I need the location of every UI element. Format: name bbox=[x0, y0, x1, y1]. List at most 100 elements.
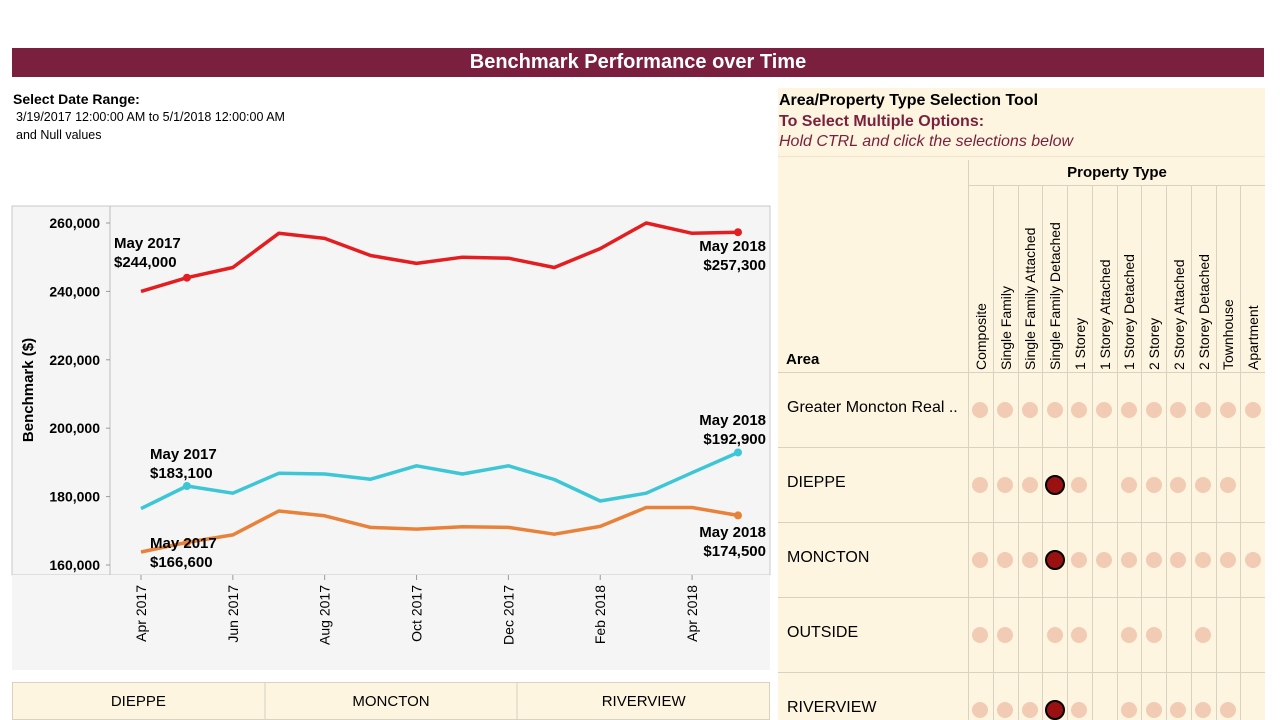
grid-row-divider bbox=[778, 372, 1265, 373]
selection-dot[interactable] bbox=[1170, 476, 1187, 493]
x-tick-label: Jun 2017 bbox=[225, 585, 241, 643]
selection-dot[interactable] bbox=[1071, 626, 1088, 643]
selection-dot[interactable] bbox=[1071, 401, 1088, 418]
selection-dot-selected[interactable] bbox=[1044, 699, 1065, 720]
selection-dot[interactable] bbox=[1195, 401, 1212, 418]
selection-dot[interactable] bbox=[1071, 551, 1088, 568]
selection-dot[interactable] bbox=[1021, 701, 1038, 718]
selection-dot[interactable] bbox=[1071, 476, 1088, 493]
annotated-point bbox=[734, 511, 742, 520]
selection-dot[interactable] bbox=[1170, 401, 1187, 418]
property-type-column-label: Single Family bbox=[997, 285, 1014, 370]
selection-dot[interactable] bbox=[972, 401, 989, 418]
selection-dot[interactable] bbox=[997, 626, 1014, 643]
x-tick-label: Oct 2017 bbox=[409, 585, 425, 642]
selection-dot[interactable] bbox=[1096, 551, 1113, 568]
property-type-column-header[interactable]: 1 Storey bbox=[1067, 186, 1092, 372]
y-tick-label: 240,000 bbox=[49, 283, 100, 299]
data-label-date: May 2017 bbox=[150, 446, 217, 463]
grid-column-divider bbox=[1017, 372, 1019, 720]
selection-dot[interactable] bbox=[1021, 401, 1038, 418]
selection-dot[interactable] bbox=[1021, 476, 1038, 493]
property-type-column-label: Composite bbox=[972, 303, 989, 370]
selection-dot[interactable] bbox=[1219, 476, 1236, 493]
selection-dot[interactable] bbox=[997, 701, 1014, 718]
property-type-column-header[interactable]: Composite bbox=[968, 186, 993, 372]
grid-row-divider bbox=[778, 597, 1265, 598]
chart-frame bbox=[11, 205, 771, 576]
selection-dot[interactable] bbox=[1170, 551, 1187, 568]
property-type-column-header[interactable]: 2 Storey Detached bbox=[1190, 186, 1216, 372]
selection-dot[interactable] bbox=[1120, 551, 1137, 568]
selection-dot[interactable] bbox=[1120, 626, 1137, 643]
selection-dot[interactable] bbox=[1195, 626, 1212, 643]
selection-dot[interactable] bbox=[997, 476, 1014, 493]
legend-item-riverview[interactable]: RIVERVIEW bbox=[601, 692, 686, 710]
selection-dot[interactable] bbox=[1071, 701, 1088, 718]
selection-dot[interactable] bbox=[1244, 401, 1261, 418]
area-row-label[interactable]: RIVERVIEW bbox=[787, 699, 877, 716]
property-type-column-header[interactable]: Single Family bbox=[992, 186, 1018, 372]
date-range-value[interactable]: 3/19/2017 12:00:00 AM to 5/1/2018 12:00:… bbox=[16, 110, 285, 124]
data-label-value: $244,000 bbox=[114, 254, 177, 271]
property-type-column-header[interactable]: Apartment bbox=[1240, 186, 1265, 372]
selection-dot[interactable] bbox=[1145, 626, 1162, 643]
grid-column-divider bbox=[1166, 372, 1167, 720]
selection-dot[interactable] bbox=[1120, 701, 1137, 718]
selection-dot[interactable] bbox=[1145, 476, 1162, 493]
selection-dot[interactable] bbox=[1195, 476, 1212, 493]
property-type-header: Property Type bbox=[968, 160, 1265, 186]
selection-dot[interactable] bbox=[1120, 401, 1137, 418]
selection-dot[interactable] bbox=[1021, 551, 1038, 568]
selection-dot[interactable] bbox=[972, 626, 989, 643]
selection-tool-hint: Hold CTRL and click the selections below bbox=[779, 133, 1074, 150]
selection-dot[interactable] bbox=[1046, 626, 1063, 643]
area-row-label[interactable]: DIEPPE bbox=[787, 474, 846, 491]
selection-dot[interactable] bbox=[1219, 551, 1236, 568]
selection-dot[interactable] bbox=[972, 701, 989, 718]
grid-column-divider bbox=[992, 372, 994, 720]
selection-dot[interactable] bbox=[972, 476, 989, 493]
selection-dot[interactable] bbox=[1219, 401, 1236, 418]
selection-dot-selected[interactable] bbox=[1044, 474, 1065, 495]
selection-dot[interactable] bbox=[1170, 701, 1187, 718]
annotated-point bbox=[734, 448, 742, 457]
selection-dot[interactable] bbox=[1219, 701, 1236, 718]
property-type-column-header[interactable]: 2 Storey Attached bbox=[1166, 186, 1191, 372]
selection-dot[interactable] bbox=[972, 551, 989, 568]
legend-item-moncton[interactable]: MONCTON bbox=[266, 683, 519, 719]
selection-dot-selected[interactable] bbox=[1044, 549, 1065, 570]
data-label-date: May 2018 bbox=[699, 524, 766, 541]
selection-dot[interactable] bbox=[1046, 401, 1063, 418]
grid-column-divider bbox=[1190, 372, 1192, 720]
grid-column-divider bbox=[1067, 372, 1068, 720]
grid-column-divider bbox=[1042, 372, 1044, 720]
x-axis-band bbox=[12, 575, 770, 670]
selection-dot[interactable] bbox=[1145, 401, 1162, 418]
annotated-point bbox=[182, 538, 191, 547]
property-type-column-label: Townhouse bbox=[1220, 299, 1237, 370]
property-type-column-header[interactable]: 1 Storey Detached bbox=[1116, 186, 1142, 372]
property-type-column-header[interactable]: Townhouse bbox=[1215, 186, 1241, 372]
data-label-value: $192,900 bbox=[703, 431, 766, 448]
selection-dot[interactable] bbox=[1244, 551, 1261, 568]
y-axis-title: Benchmark ($) bbox=[20, 338, 37, 442]
selection-dot[interactable] bbox=[997, 551, 1014, 568]
selection-dot[interactable] bbox=[1145, 551, 1162, 568]
property-type-column-header[interactable]: 1 Storey Attached bbox=[1091, 186, 1117, 372]
selection-dot[interactable] bbox=[1120, 476, 1137, 493]
date-range-label: Select Date Range: bbox=[13, 91, 140, 107]
property-type-column-header[interactable]: Single Family Detached bbox=[1042, 186, 1067, 372]
selection-dot[interactable] bbox=[1195, 701, 1212, 718]
selection-dot[interactable] bbox=[1195, 551, 1212, 568]
selection-dot[interactable] bbox=[1145, 701, 1162, 718]
selection-dot[interactable] bbox=[1096, 401, 1113, 418]
property-type-column-header[interactable]: Single Family Attached bbox=[1017, 186, 1043, 372]
area-row-label[interactable]: MONCTON bbox=[787, 549, 870, 566]
legend-item-dieppe[interactable]: DIEPPE bbox=[13, 683, 266, 719]
area-row-label[interactable]: Greater Moncton Real .. bbox=[787, 399, 958, 416]
property-type-column-header[interactable]: 2 Storey bbox=[1141, 186, 1166, 372]
selection-dot[interactable] bbox=[997, 401, 1014, 418]
area-row-label[interactable]: OUTSIDE bbox=[787, 624, 859, 641]
panel-divider bbox=[778, 156, 1265, 157]
